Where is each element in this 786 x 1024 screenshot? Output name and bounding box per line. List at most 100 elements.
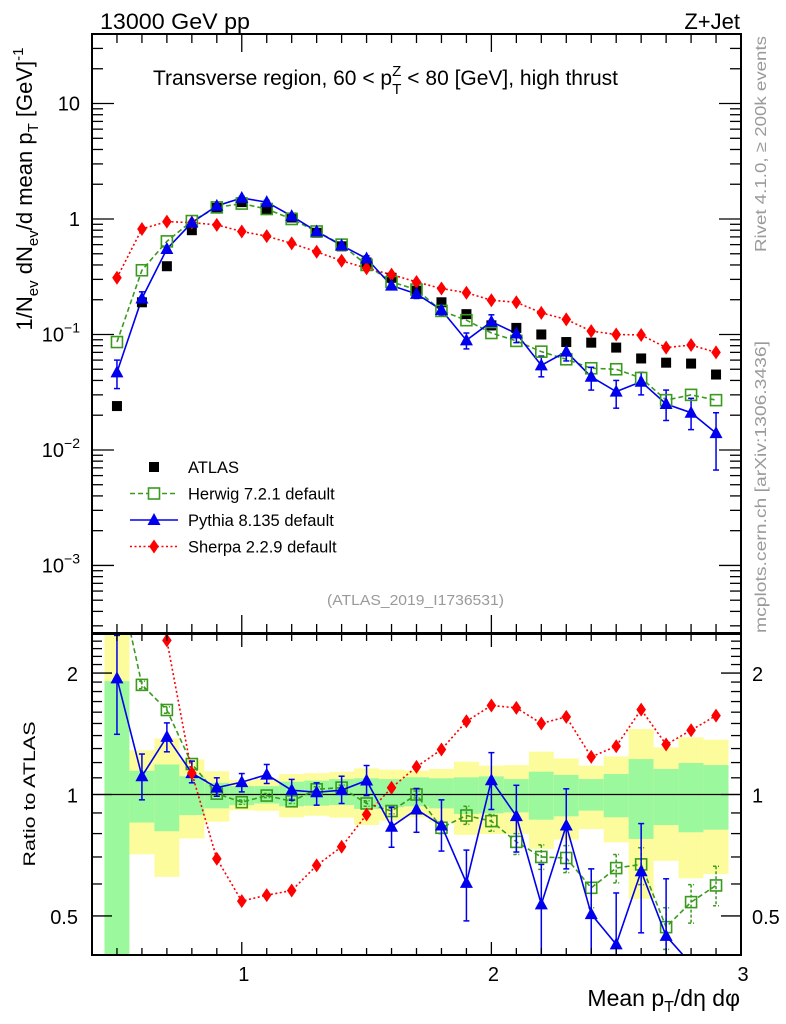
ratio-pythia-point: [385, 819, 399, 832]
main-sherpa-point: [386, 267, 397, 282]
main-atlas-point: [111, 401, 122, 412]
ratio-band-stat-bin: [603, 774, 629, 818]
y-tick-exponent: −3: [64, 550, 80, 566]
rivet-version-label: Rivet 4.1.0, ≥ 200k events: [753, 36, 770, 252]
text-segment-sup: Z: [392, 63, 401, 80]
text-segment-normal: Transverse region, 60 < p: [153, 67, 392, 90]
ratio-sherpa-point: [636, 702, 646, 717]
ratio-herwig-point: [160, 703, 174, 717]
ratio-pythia-error-bar: [638, 822, 645, 934]
text-segment-normal: Mean p: [587, 985, 664, 1011]
main-pythia-point: [260, 195, 274, 208]
ratio-pythia-point: [160, 729, 174, 742]
text-segment-normal: < 80 [GeV], high thrust: [401, 67, 618, 90]
ratio-herwig-point: [609, 861, 623, 875]
main-pythia-point: [335, 238, 349, 251]
main-herwig-point: [135, 263, 149, 277]
ratio-sherpa-point: [212, 851, 222, 866]
main-panel-series: [110, 191, 723, 471]
legend-entry-pythia: Pythia 8.135 default: [130, 512, 334, 530]
main-sherpa-point: [661, 340, 671, 355]
main-sherpa-point: [236, 224, 247, 239]
ratio-band-stat-bin: [528, 771, 554, 820]
main-atlas-point: [661, 357, 672, 368]
main-y-tick-label: 10: [58, 94, 80, 116]
ratio-herwig-error-bar: [713, 865, 720, 907]
ratio-herwig-point: [684, 895, 698, 909]
ratio-uncertainty-bands: [104, 634, 729, 955]
ratio-herwig-error-bar: [238, 799, 245, 806]
text-segment-normal: 1/N: [12, 296, 37, 330]
legend-marker: [149, 539, 159, 554]
ratio-pythia-point: [434, 818, 448, 831]
main-pythia-point: [559, 344, 573, 357]
main-pythia-point: [185, 215, 199, 228]
ratio-pythia-point: [335, 783, 349, 796]
main-sherpa-point: [411, 274, 422, 289]
main-pythia-error-bar: [713, 412, 720, 471]
main-atlas-point: [436, 297, 447, 308]
ratio-pythia-point: [559, 818, 573, 831]
ratio-sherpa-point: [586, 749, 597, 764]
main-pythia-point: [110, 365, 124, 378]
y-tick-base: 10: [42, 324, 64, 346]
text-segment-sub: ev: [25, 230, 42, 246]
legend-marker: [147, 487, 161, 500]
main-pythia-point: [434, 302, 448, 315]
main-sherpa-point: [611, 327, 621, 342]
main-sherpa-point: [511, 295, 522, 310]
ratio-y-axis-label: Ratio to ATLAS: [20, 722, 39, 867]
plot-title: Transverse region, 60 < pZ T < 80 [GeV], …: [153, 63, 618, 98]
main-sherpa-point: [311, 244, 322, 259]
ratio-sherpa-point: [261, 888, 272, 903]
ratio-pythia-point: [310, 785, 324, 798]
main-pythia-point: [459, 333, 473, 346]
x-tick-label: 2: [488, 964, 499, 986]
header-process: Z+Jet: [684, 9, 740, 34]
ratio-pythia-point: [135, 769, 149, 782]
text-segment-normal: dN: [12, 246, 37, 280]
main-sherpa-point: [212, 217, 222, 232]
ratio-pythia-point: [285, 783, 299, 796]
ratio-herwig-point: [709, 879, 723, 892]
mcplots-credit-label: mcplots.cern.ch [arXiv:1306.3436]: [753, 341, 770, 633]
ratio-herwig-error-bar: [138, 680, 145, 690]
main-atlas-point: [186, 225, 197, 236]
ratio-herwig-error-bar: [688, 883, 695, 924]
legend-label: Herwig 7.2.1 default: [188, 486, 335, 504]
main-sherpa-point: [112, 270, 122, 285]
ratio-herwig-point: [135, 678, 149, 692]
ratio-band-stat-bin: [154, 764, 180, 832]
ratio-sherpa-point: [486, 698, 497, 713]
main-pythia-point: [135, 291, 149, 304]
ratio-sherpa-point: [511, 700, 522, 715]
y-tick-base: 10: [42, 555, 64, 577]
ratio-band-stat-bin: [703, 765, 729, 830]
ratio-pythia-point: [659, 928, 673, 941]
main-pythia-point: [659, 397, 673, 410]
ratio-pythia-point: [609, 937, 623, 950]
text-segment-sub: T: [25, 123, 42, 132]
main-atlas-point: [161, 261, 172, 272]
y-axis-label: 1/Nev dNev/d mean pT [GeV]-1: [10, 48, 42, 331]
ratio-sherpa-point: [611, 739, 621, 754]
ratio-pythia-error-bar: [538, 863, 545, 955]
ratio-pythia-point: [509, 809, 523, 822]
main-sherpa-point: [286, 236, 297, 251]
legend-marker: [149, 462, 159, 472]
ratio-herwig-error-bar: [488, 813, 495, 832]
ratio-herwig-point: [485, 814, 498, 828]
text-segment-sub: ev: [25, 280, 42, 296]
main-sherpa-point: [137, 221, 147, 236]
main-atlas-point: [586, 337, 597, 348]
main-pythia-point: [235, 191, 249, 204]
text-segment-normal: /dη dφ: [674, 985, 740, 1011]
ratio-sherpa-point: [411, 759, 422, 774]
ratio-sherpa-point: [386, 780, 397, 795]
ratio-sherpa-point: [286, 883, 297, 898]
ratio-herwig-point: [260, 789, 274, 802]
main-sherpa-point: [486, 293, 497, 308]
ratio-herwig-error-bar: [363, 799, 370, 808]
main-sherpa-point: [361, 261, 372, 276]
